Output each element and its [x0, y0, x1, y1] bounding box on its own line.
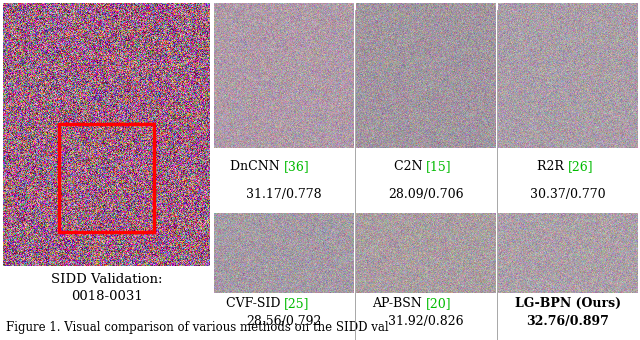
Text: 31.17/0.778: 31.17/0.778: [246, 188, 322, 201]
Text: AP-BSN: AP-BSN: [372, 297, 426, 310]
Text: [36]: [36]: [284, 160, 310, 173]
Text: R2R: R2R: [537, 160, 568, 173]
Text: SIDD Validation:: SIDD Validation:: [51, 273, 163, 286]
Text: CVF-SID: CVF-SID: [225, 297, 284, 310]
Text: [25]: [25]: [284, 297, 310, 310]
Text: DnCNN: DnCNN: [230, 160, 284, 173]
Text: 31.92/0.826: 31.92/0.826: [388, 316, 464, 328]
Text: 28.56/0.792: 28.56/0.792: [246, 316, 322, 328]
Text: 32.76/0.897: 32.76/0.897: [527, 316, 609, 328]
Text: Figure 1. Visual comparison of various methods on the SIDD val: Figure 1. Visual comparison of various m…: [6, 321, 389, 334]
Text: LG-BPN (Ours): LG-BPN (Ours): [515, 297, 621, 310]
Text: 30.37/0.770: 30.37/0.770: [530, 188, 606, 201]
Bar: [58, 123, 154, 232]
Text: 0018-0031: 0018-0031: [70, 290, 142, 303]
Text: 28.09/0.706: 28.09/0.706: [388, 188, 464, 201]
Text: [26]: [26]: [568, 160, 594, 173]
Text: [20]: [20]: [426, 297, 452, 310]
Text: [15]: [15]: [426, 160, 452, 173]
Text: C2N: C2N: [394, 160, 426, 173]
